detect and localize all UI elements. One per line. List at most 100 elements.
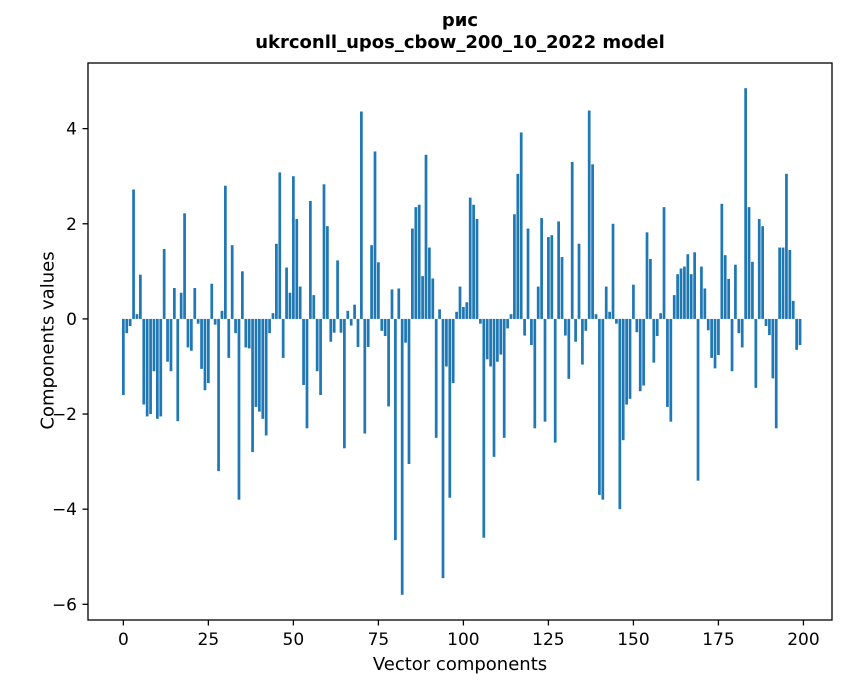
bar [322,184,326,319]
bar [778,247,781,319]
bar [455,311,458,319]
bar [417,204,421,319]
bar [591,164,594,319]
bar [315,318,319,372]
bar [713,318,717,369]
bar [220,310,224,319]
bar [723,255,727,319]
bar [196,318,200,324]
bar [693,252,696,319]
bar [703,288,707,319]
bar [560,257,564,319]
bar [254,318,258,407]
bar [203,318,207,391]
bar [349,318,353,326]
bar [207,318,210,384]
bar [492,318,496,457]
bar [785,173,788,319]
bar [523,318,526,336]
bar [149,318,152,415]
bar [744,88,747,319]
bar [383,318,387,337]
bar [373,151,377,319]
bar [275,243,278,319]
bar [234,318,237,334]
bar [156,318,159,419]
bar [635,318,639,333]
x-axis-tick-label: 50 [283,630,305,650]
bar [798,318,802,346]
bar [387,318,390,407]
bar [166,318,169,362]
bar [122,318,125,396]
bar [404,318,407,343]
x-axis-tick-label: 200 [787,630,819,650]
bar [336,260,339,319]
bar [577,243,581,319]
bar [489,318,492,367]
plot-area [87,62,833,621]
bar [261,318,265,419]
bar [754,318,758,388]
bar [414,207,418,319]
bar [632,284,635,319]
bar [169,318,173,372]
bar [496,318,499,362]
bar [499,318,503,355]
bar [475,219,479,319]
bar [468,197,472,319]
bar [727,278,730,319]
bar [526,228,530,319]
bar [574,318,577,342]
y-axis-label: Components values [37,251,59,430]
bar [734,264,737,319]
bar [768,318,771,336]
bar [295,219,299,319]
bar [135,314,139,319]
bar [618,318,622,510]
bar [411,228,414,319]
bar [652,318,656,363]
chart-title: рис ukrconll_upos_cbow_200_10_2022 model [88,10,832,54]
bar [268,318,271,334]
bar [465,302,469,319]
bar [445,318,448,367]
bar [264,318,268,436]
bar [747,207,751,319]
bar [451,318,455,384]
bar [227,318,231,358]
bar [159,318,163,417]
x-axis-label: Vector components [372,654,548,675]
bar [730,318,734,372]
bar [251,318,254,453]
bar [366,318,370,347]
bar [788,249,792,319]
bar [774,318,778,429]
bar [737,318,741,334]
bar [312,295,316,319]
bar [438,309,441,319]
bar [125,318,129,334]
bar [128,318,132,327]
bar [581,318,584,365]
bar [666,318,669,407]
bar [217,318,220,472]
bar [649,258,652,319]
bar [570,161,574,319]
bar [305,318,309,429]
bar [213,318,217,325]
bar [689,274,693,319]
bar [472,204,475,319]
bar [241,271,244,319]
bar [176,318,180,422]
bar [278,172,282,319]
bar [394,318,397,541]
bar [356,318,360,347]
bar [424,154,428,319]
chart-title-line1: рис [441,10,479,31]
bar [587,110,591,319]
bar [302,318,305,386]
bar [162,248,166,319]
bar [659,313,662,319]
